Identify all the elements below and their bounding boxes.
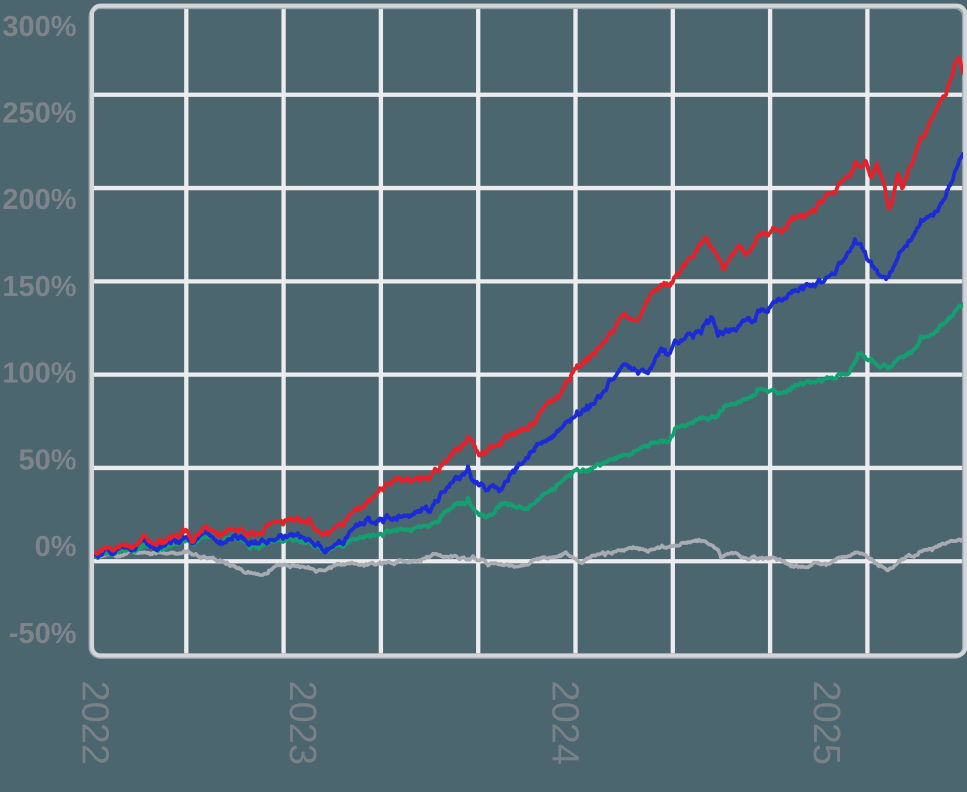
svg-text:2025: 2025 — [805, 681, 847, 766]
svg-text:200%: 200% — [2, 184, 76, 216]
svg-text:2022: 2022 — [74, 681, 116, 766]
svg-text:150%: 150% — [2, 271, 76, 303]
svg-text:100%: 100% — [2, 358, 76, 390]
svg-text:50%: 50% — [18, 444, 76, 476]
svg-text:-50%: -50% — [9, 618, 77, 650]
svg-text:250%: 250% — [2, 98, 76, 130]
svg-text:2024: 2024 — [544, 681, 586, 766]
svg-text:0%: 0% — [35, 531, 77, 563]
svg-text:2023: 2023 — [281, 681, 323, 766]
svg-text:300%: 300% — [2, 11, 76, 43]
